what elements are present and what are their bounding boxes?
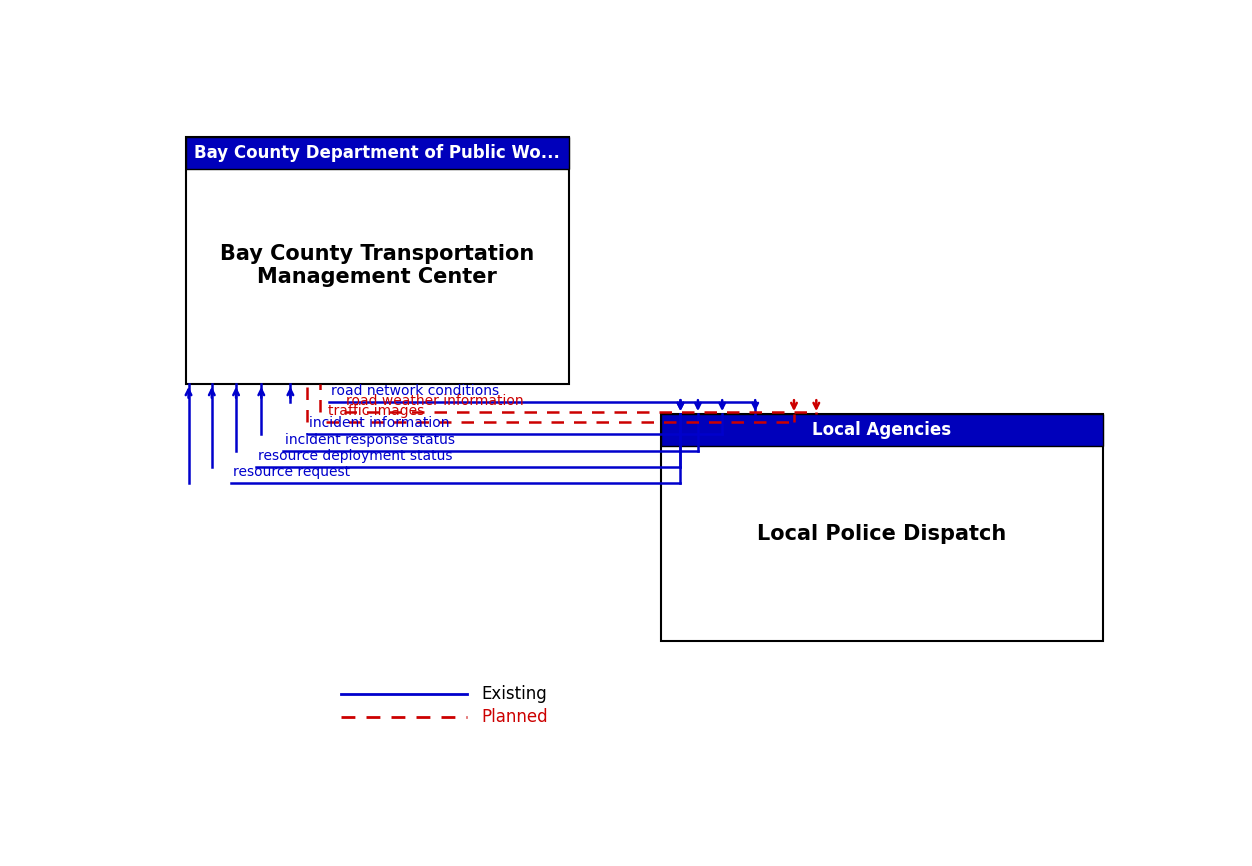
Bar [661,414,1103,641]
Bar [661,414,1103,446]
Bar [185,137,568,384]
Text: resource request: resource request [233,465,351,480]
Text: Local Police Dispatch: Local Police Dispatch [757,524,1007,544]
Text: Bay County Transportation
Management Center: Bay County Transportation Management Cen… [220,244,535,288]
Text: traffic images: traffic images [328,404,424,418]
Text: incident information: incident information [309,416,449,430]
Text: Planned: Planned [482,708,548,727]
Text: road network conditions: road network conditions [331,384,500,398]
Text: Bay County Department of Public Wo...: Bay County Department of Public Wo... [194,145,560,162]
Text: road weather information: road weather information [346,394,523,408]
Text: Existing: Existing [482,685,547,703]
Text: incident response status: incident response status [284,433,454,447]
Text: Local Agencies: Local Agencies [813,421,952,439]
Bar [185,137,568,169]
Text: resource deployment status: resource deployment status [258,449,453,462]
